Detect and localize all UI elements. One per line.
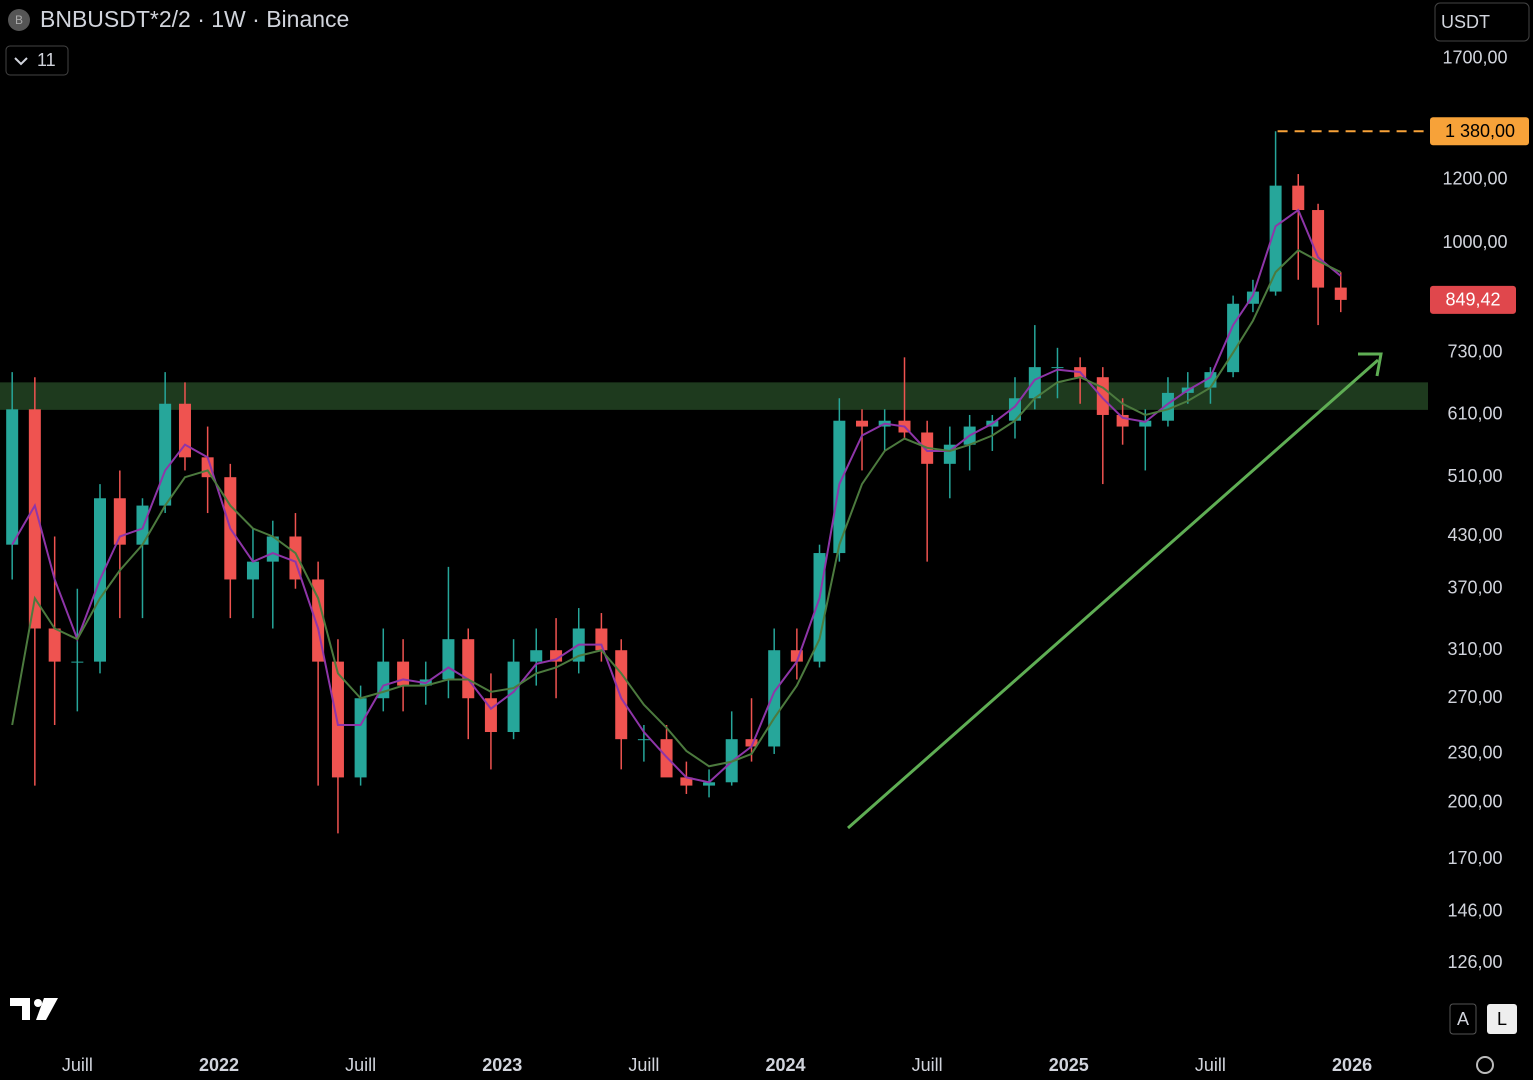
y-tick-label: 146,00 <box>1447 901 1502 921</box>
currency: USDT <box>1441 12 1490 32</box>
y-tick-label: 170,00 <box>1447 848 1502 868</box>
x-tick-label: 2022 <box>199 1055 239 1075</box>
y-tick-label: 510,00 <box>1447 466 1502 486</box>
auto-button[interactable] <box>1449 1003 1477 1035</box>
candle-body <box>1312 210 1325 288</box>
y-tick-label: 1000,00 <box>1442 232 1507 252</box>
candle-body <box>136 505 149 545</box>
y-tick-label: 610,00 <box>1447 404 1502 424</box>
y-tick-label: 430,00 <box>1447 525 1502 545</box>
candle-body <box>159 403 172 506</box>
y-tick-label: 270,00 <box>1447 687 1502 707</box>
candle-body <box>1227 303 1240 373</box>
level-tag <box>1430 117 1529 146</box>
candle-body <box>1139 420 1152 427</box>
last-price-label: 849,42 <box>1445 290 1500 310</box>
x-tick-label: 2023 <box>482 1055 522 1075</box>
y-tick-label: 730,00 <box>1447 341 1502 361</box>
y-tick-label: 200,00 <box>1447 791 1502 811</box>
currency-button[interactable] <box>1434 2 1530 42</box>
y-tick-label: 310,00 <box>1447 639 1502 659</box>
candle-body <box>856 420 869 427</box>
symbol-title: BNBUSDT*2/2 · 1W · Binance <box>40 6 349 32</box>
candle-body <box>1096 377 1109 415</box>
candle-body <box>745 739 758 747</box>
x-tick-label: Juill <box>62 1055 93 1075</box>
candle-body <box>462 639 475 699</box>
level-label: 1 380,00 <box>1445 121 1515 141</box>
auto-label: A <box>1457 1009 1469 1029</box>
candle-body <box>178 403 191 458</box>
candle-body <box>48 628 61 662</box>
x-tick-label: Juill <box>345 1055 376 1075</box>
x-tick-label: Juill <box>1195 1055 1226 1075</box>
candle-body <box>703 782 716 786</box>
trend-arrow-head <box>1358 352 1383 377</box>
plot-area <box>0 131 1428 834</box>
x-tick-label: 2024 <box>766 1055 806 1075</box>
candle-body <box>680 777 693 786</box>
y-tick-label: 1200,00 <box>1442 169 1507 189</box>
y-tick-label: 1700,00 <box>1442 47 1507 67</box>
indicators-toggle[interactable] <box>5 45 69 76</box>
candle-body <box>1051 367 1064 369</box>
resistance-zone <box>0 382 1428 410</box>
candle-body <box>550 650 563 662</box>
candle-body <box>354 698 367 778</box>
candle-body <box>1334 287 1347 300</box>
candle-body <box>790 650 803 662</box>
candle-body <box>1116 414 1129 427</box>
settings-icon[interactable] <box>1476 1056 1494 1074</box>
candle-body <box>71 661 84 663</box>
y-tick-label: 370,00 <box>1447 577 1502 597</box>
candle-body <box>1269 185 1282 292</box>
moving-average <box>11 208 1342 784</box>
x-tick-label: Juill <box>628 1055 659 1075</box>
symbol-icon-letter: B <box>15 13 23 27</box>
candle-body <box>397 661 410 686</box>
candle-body <box>768 650 781 747</box>
candle-body <box>28 409 41 629</box>
candle-body <box>530 650 543 662</box>
candle-body <box>6 409 19 545</box>
candle-body <box>1161 392 1174 421</box>
log-label: L <box>1497 1009 1507 1029</box>
moving-average <box>11 248 1342 768</box>
last-price-tag <box>1430 285 1516 314</box>
x-tick-label: 2025 <box>1049 1055 1089 1075</box>
log-button[interactable] <box>1487 1004 1517 1034</box>
candle-body <box>331 661 344 778</box>
candle-body <box>1292 185 1305 211</box>
candle-body <box>246 561 259 580</box>
y-tick-label: 126,00 <box>1447 952 1502 972</box>
x-tick-label: Juill <box>912 1055 943 1075</box>
candle-body <box>113 498 126 545</box>
candle-body <box>637 739 650 741</box>
chevron <box>14 57 28 66</box>
x-tick-label: 2026 <box>1332 1055 1372 1075</box>
trend-arrow <box>847 358 1379 830</box>
candle-body <box>1028 367 1041 399</box>
candle-body <box>507 661 520 733</box>
symbol-icon <box>8 9 30 31</box>
candle-body <box>442 639 455 680</box>
candle-body <box>615 650 628 740</box>
tradingview-logo <box>10 998 58 1020</box>
indicators-count: 11 <box>37 50 56 70</box>
y-tick-label: 230,00 <box>1447 743 1502 763</box>
